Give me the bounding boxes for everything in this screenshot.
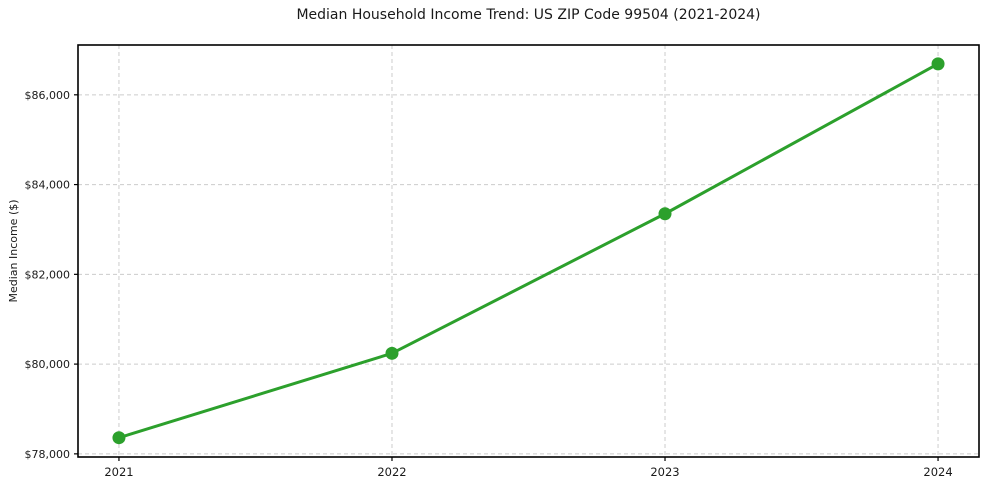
y-tick-label: $86,000: [25, 89, 71, 102]
y-tick-label: $84,000: [25, 179, 71, 192]
y-tick-label: $80,000: [25, 358, 71, 371]
data-point-2024: [931, 57, 945, 71]
x-tick-label: 2021: [104, 465, 133, 479]
chart-title: Median Household Income Trend: US ZIP Co…: [296, 7, 761, 23]
x-tick-label: 2024: [923, 465, 952, 479]
y-tick-label: $82,000: [25, 268, 71, 281]
data-point-2021: [112, 431, 126, 445]
y-axis-label: Median Income ($): [7, 199, 20, 302]
x-tick-label: 2023: [650, 465, 679, 479]
plot-border: [77, 44, 980, 458]
data-point-2022: [385, 346, 399, 360]
x-tick-label: 2022: [377, 465, 406, 479]
y-tick-label: $78,000: [25, 448, 71, 461]
data-point-2023: [658, 207, 672, 221]
trend-line: [118, 62, 939, 440]
